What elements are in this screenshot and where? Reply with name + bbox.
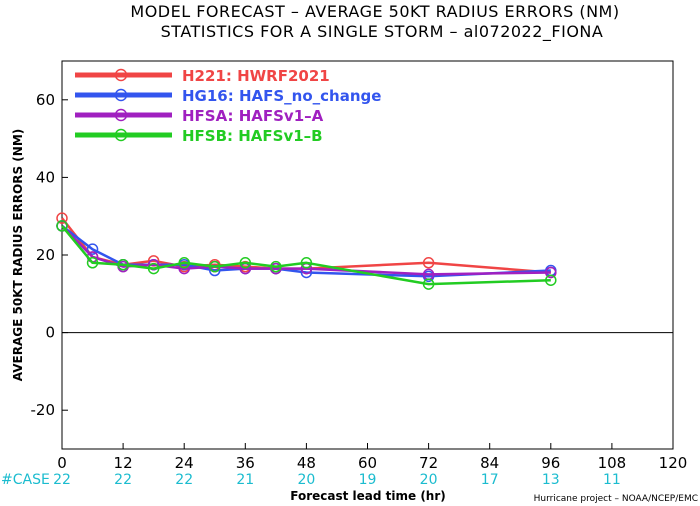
y-tick-label: 20 xyxy=(36,246,55,264)
data-point xyxy=(147,262,160,275)
case-count: 19 xyxy=(359,472,377,488)
x-tick-label: 24 xyxy=(175,454,194,472)
legend-label: HG16: HAFS_no_change xyxy=(182,87,381,105)
legend-label: H221: HWRF2021 xyxy=(182,67,330,85)
y-axis: -20 0 20 40 60 xyxy=(31,91,68,419)
x-tick-label: 108 xyxy=(598,454,627,472)
x-tick-label: 84 xyxy=(480,454,499,472)
data-point xyxy=(56,212,68,224)
data-series xyxy=(56,212,557,290)
data-point xyxy=(117,258,129,271)
series-hfsb xyxy=(56,220,557,290)
x-tick-label: 60 xyxy=(358,454,377,472)
series-hg16 xyxy=(56,220,557,283)
chart-title: MODEL FORECAST – AVERAGE 50KT RADIUS ERR… xyxy=(130,2,619,21)
case-count: 13 xyxy=(542,472,560,488)
legend-item-hfsb: HFSB: HAFSv1–B xyxy=(75,127,323,145)
case-count: 22 xyxy=(53,472,71,488)
data-point xyxy=(86,243,99,255)
data-point xyxy=(209,260,221,273)
series-line xyxy=(61,225,551,286)
x-tick-label: 12 xyxy=(114,454,133,472)
chart-subtitle: STATISTICS FOR A SINGLE STORM – al072022… xyxy=(161,22,604,42)
legend-swatch-marker xyxy=(114,68,128,82)
data-point xyxy=(545,266,557,279)
x-tick-label: 120 xyxy=(659,454,688,472)
data-point xyxy=(545,274,557,286)
x-tick-label: 72 xyxy=(419,454,438,472)
data-point xyxy=(178,257,190,269)
legend-label: HFSB: HAFSv1–B xyxy=(182,127,323,145)
data-point xyxy=(422,278,435,290)
data-point xyxy=(422,257,435,269)
data-point xyxy=(270,260,282,273)
y-axis-label: AVERAGE 50KT RADIUS ERRORS (NM) xyxy=(11,129,25,381)
series-hfsa xyxy=(56,220,557,281)
case-count: 17 xyxy=(481,472,499,488)
series-line xyxy=(61,224,551,278)
case-counts: 22 22 22 21 20 19 20 17 13 11 xyxy=(53,472,621,488)
x-tick-label: 48 xyxy=(297,454,316,472)
legend-item-h221: H221: HWRF2021 xyxy=(75,67,330,85)
case-count: 11 xyxy=(603,472,621,488)
legend-label: HFSA: HAFSv1–A xyxy=(182,107,324,125)
x-axis: 0 12 24 36 48 60 72 84 96 108 120 xyxy=(57,443,687,472)
case-count: 22 xyxy=(114,472,132,488)
x-axis-label: Forecast lead time (hr) xyxy=(290,489,446,503)
case-count: 22 xyxy=(175,472,193,488)
plot-frame xyxy=(61,60,674,450)
legend: H221: HWRF2021 HG16: HAFS_no_change HFSA: … xyxy=(75,67,381,145)
x-tick-label: 96 xyxy=(541,454,560,472)
legend-item-hfsa: HFSA: HAFSv1–A xyxy=(75,107,324,125)
x-tick-label: 0 xyxy=(57,454,67,472)
y-tick-label: 40 xyxy=(36,168,55,186)
data-point xyxy=(239,257,252,269)
legend-swatch-marker xyxy=(114,88,128,102)
legend-swatch-marker xyxy=(114,108,128,122)
case-label: #CASE xyxy=(1,472,50,488)
y-tick-label: 0 xyxy=(45,324,55,342)
credit-text: Hurricane project – NOAA/NCEP/EMC xyxy=(534,494,698,504)
data-point xyxy=(86,257,99,269)
legend-swatch-marker xyxy=(114,128,128,142)
case-count: 20 xyxy=(420,472,438,488)
legend-item-hg16: HG16: HAFS_no_change xyxy=(75,87,381,105)
data-point xyxy=(56,220,68,232)
y-tick-label: 60 xyxy=(36,91,55,109)
case-count: 21 xyxy=(236,472,254,488)
data-point xyxy=(300,257,313,269)
x-tick-label: 36 xyxy=(236,454,255,472)
y-tick-label: -20 xyxy=(31,401,56,419)
case-count: 20 xyxy=(297,472,315,488)
